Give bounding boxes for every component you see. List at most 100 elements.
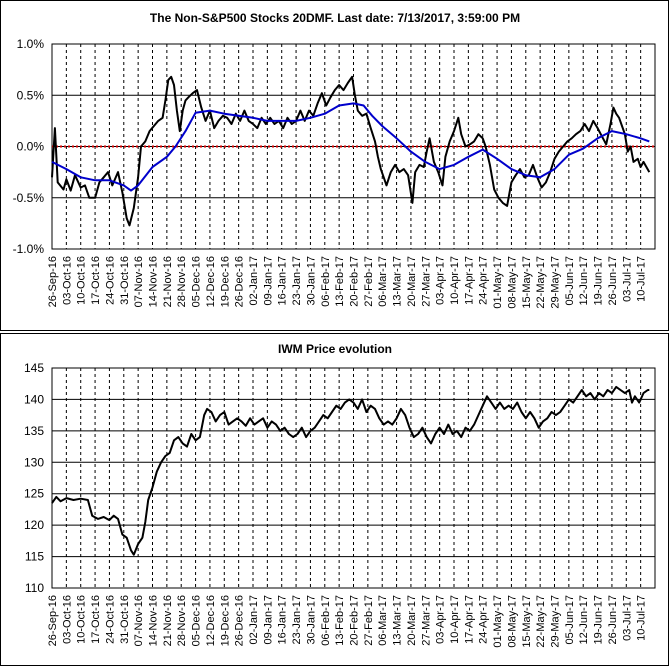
bottom-x-tick-label: 10-Oct-16 [76,595,88,644]
bottom-x-tick-label: 06-Mar-17 [377,595,389,646]
bottom-x-tick-label: 20-Feb-17 [349,595,361,646]
top-x-tick-label: 20-Mar-17 [406,256,418,307]
bottom-y-tick-label: 145 [24,361,44,375]
bottom-x-tick-label: 05-Dec-16 [191,595,203,646]
top-x-tick-label: 15-May-17 [521,256,533,309]
bottom-x-tick-label: 26-Dec-16 [234,595,246,646]
top-x-tick-label: 13-Feb-17 [334,256,346,307]
top-x-tick-label: 12-Jun-17 [578,256,590,306]
bottom-x-tick-label: 08-May-17 [506,595,518,648]
top-x-tick-label: 06-Mar-17 [377,256,389,307]
top-x-tick-label: 07-Nov-16 [133,256,145,307]
top-x-tick-label: 16-Jan-17 [277,256,289,306]
bottom-x-tick-label: 06-Feb-17 [320,595,332,646]
top-x-tick-label: 22-May-17 [535,256,547,309]
top-x-tick-label: 10-Apr-17 [449,256,461,305]
top-plot-area: 1.0% 0.5% 0.0% -0.5% -1.0%26-Sep-16 03-Oct-16… [13,37,656,309]
top-x-tick-label: 10-Jul-17 [636,256,648,302]
bottom-x-tick-label: 21-Nov-16 [162,595,174,646]
top-x-tick-label: 26-Jun-17 [607,256,619,306]
bottom-y-tick-label: 130 [24,455,44,469]
bottom-chart-title: IWM Price evolution [278,342,392,356]
bottom-x-tick-label: 10-Apr-17 [449,595,461,644]
top-x-tick-label: 26-Sep-16 [47,256,59,307]
bottom-x-tick-label: 19-Jun-17 [593,595,605,645]
top-x-tick-label: 13-Mar-17 [392,256,404,307]
top-series-line-1 [51,102,650,192]
bottom-y-tick-label: 140 [24,392,44,406]
bottom-x-tick-label: 15-May-17 [521,595,533,648]
top-x-tick-label: 28-Nov-16 [176,256,188,307]
top-x-tick-label: 17-Apr-17 [463,256,475,305]
bottom-x-tick-label: 03-Oct-16 [61,595,73,644]
top-x-tick-label: 23-Jan-17 [291,256,303,306]
top-y-tick-label: 1.0% [17,37,45,51]
top-x-tick-label: 20-Feb-17 [349,256,361,307]
bottom-series-line-0 [51,385,650,556]
bottom-x-tick-label: 31-Oct-16 [119,595,131,644]
top-x-tick-label: 17-Oct-16 [90,256,102,305]
bottom-x-tick-label: 13-Feb-17 [334,595,346,646]
bottom-x-tick-label: 22-May-17 [535,595,547,648]
top-x-tick-label: 03-Jul-17 [621,256,633,302]
top-y-tick-label: -0.5% [13,191,45,205]
bottom-x-tick-label: 03-Apr-17 [435,595,447,644]
top-x-tick-label: 19-Jun-17 [593,256,605,306]
top-x-tick-label: 27-Feb-17 [363,256,375,307]
top-x-tick-label: 08-May-17 [506,256,518,309]
bottom-x-tick-label: 17-Oct-16 [90,595,102,644]
bottom-x-tick-label: 05-Jun-17 [564,595,576,645]
top-chart-title: The Non-S&P500 Stocks 20DMF. Last date: … [150,11,520,25]
bottom-x-tick-label: 28-Nov-16 [176,595,188,646]
bottom-x-tick-label: 26-Jun-17 [607,595,619,645]
top-x-tick-label: 09-Jan-17 [262,256,274,306]
top-x-tick-label: 03-Apr-17 [435,256,447,305]
bottom-x-tick-label: 19-Dec-16 [219,595,231,646]
top-x-tick-label: 01-May-17 [492,256,504,309]
top-x-tick-label: 03-Oct-16 [61,256,73,305]
top-y-tick-label: 0.0% [17,140,45,154]
bottom-x-tick-label: 02-Jan-17 [248,595,260,645]
top-x-tick-label: 31-Oct-16 [119,256,131,305]
bottom-x-tick-label: 27-Feb-17 [363,595,375,646]
top-x-tick-label: 05-Dec-16 [191,256,203,307]
top-x-tick-label: 06-Feb-17 [320,256,332,307]
bottom-x-tick-label: 13-Mar-17 [392,595,404,646]
bottom-x-tick-label: 07-Nov-16 [133,595,145,646]
bottom-x-tick-label: 20-Mar-17 [406,595,418,646]
top-x-tick-label: 10-Oct-16 [76,256,88,305]
bottom-x-tick-label: 24-Oct-16 [104,595,116,644]
bottom-x-tick-label: 24-Apr-17 [478,595,490,644]
bottom-x-tick-label: 10-Jul-17 [636,595,648,641]
bottom-x-tick-label: 12-Dec-16 [205,595,217,646]
bottom-x-tick-label: 30-Jan-17 [305,595,317,645]
bottom-x-tick-label: 03-Jul-17 [621,595,633,641]
bottom-x-tick-label: 27-Mar-17 [420,595,432,646]
top-x-tick-label: 19-Dec-16 [219,256,231,307]
top-x-tick-label: 12-Dec-16 [205,256,217,307]
top-x-tick-label: 02-Jan-17 [248,256,260,306]
top-series-line-0 [51,75,651,227]
top-x-tick-label: 21-Nov-16 [162,256,174,307]
bottom-y-tick-label: 135 [24,424,44,438]
top-y-tick-label: 0.5% [17,88,45,102]
top-x-tick-label: 26-Dec-16 [234,256,246,307]
bottom-y-tick-label: 120 [24,518,44,532]
bottom-x-tick-label: 14-Nov-16 [148,595,160,646]
bottom-y-tick-label: 125 [24,487,44,501]
top-x-tick-label: 14-Nov-16 [148,256,160,307]
bottom-x-tick-label: 12-Jun-17 [578,595,590,645]
top-y-tick-label: -1.0% [13,242,45,256]
bottom-x-tick-label: 29-May-17 [550,595,562,648]
bottom-y-tick-label: 115 [25,550,44,564]
top-x-tick-label: 05-Jun-17 [564,256,576,306]
top-x-tick-label: 30-Jan-17 [305,256,317,306]
bottom-x-tick-label: 26-Sep-16 [47,595,59,646]
bottom-x-tick-label: 17-Apr-17 [463,595,475,644]
top-x-tick-label: 24-Oct-16 [104,256,116,305]
top-x-tick-label: 29-May-17 [550,256,562,309]
bottom-x-tick-label: 23-Jan-17 [291,595,303,645]
